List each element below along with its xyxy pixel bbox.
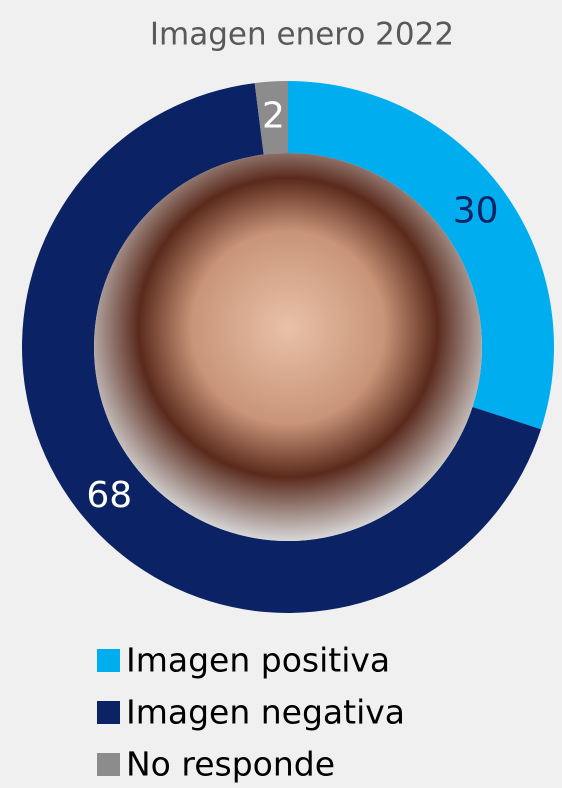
data-label: 68 bbox=[86, 475, 132, 516]
portrait-photo bbox=[94, 153, 482, 541]
donut-segment bbox=[288, 81, 554, 430]
legend-label: Imagen negativa bbox=[126, 693, 405, 732]
data-label: 30 bbox=[453, 191, 499, 232]
legend-swatch bbox=[97, 753, 120, 776]
legend-label: No responde bbox=[126, 745, 335, 784]
legend-swatch bbox=[97, 701, 120, 724]
legend-label: Imagen positiva bbox=[126, 641, 390, 680]
chart-title: Imagen enero 2022 bbox=[150, 17, 454, 53]
donut-segment bbox=[254, 81, 288, 155]
legend-swatch bbox=[97, 649, 120, 672]
data-label: 2 bbox=[262, 95, 285, 136]
